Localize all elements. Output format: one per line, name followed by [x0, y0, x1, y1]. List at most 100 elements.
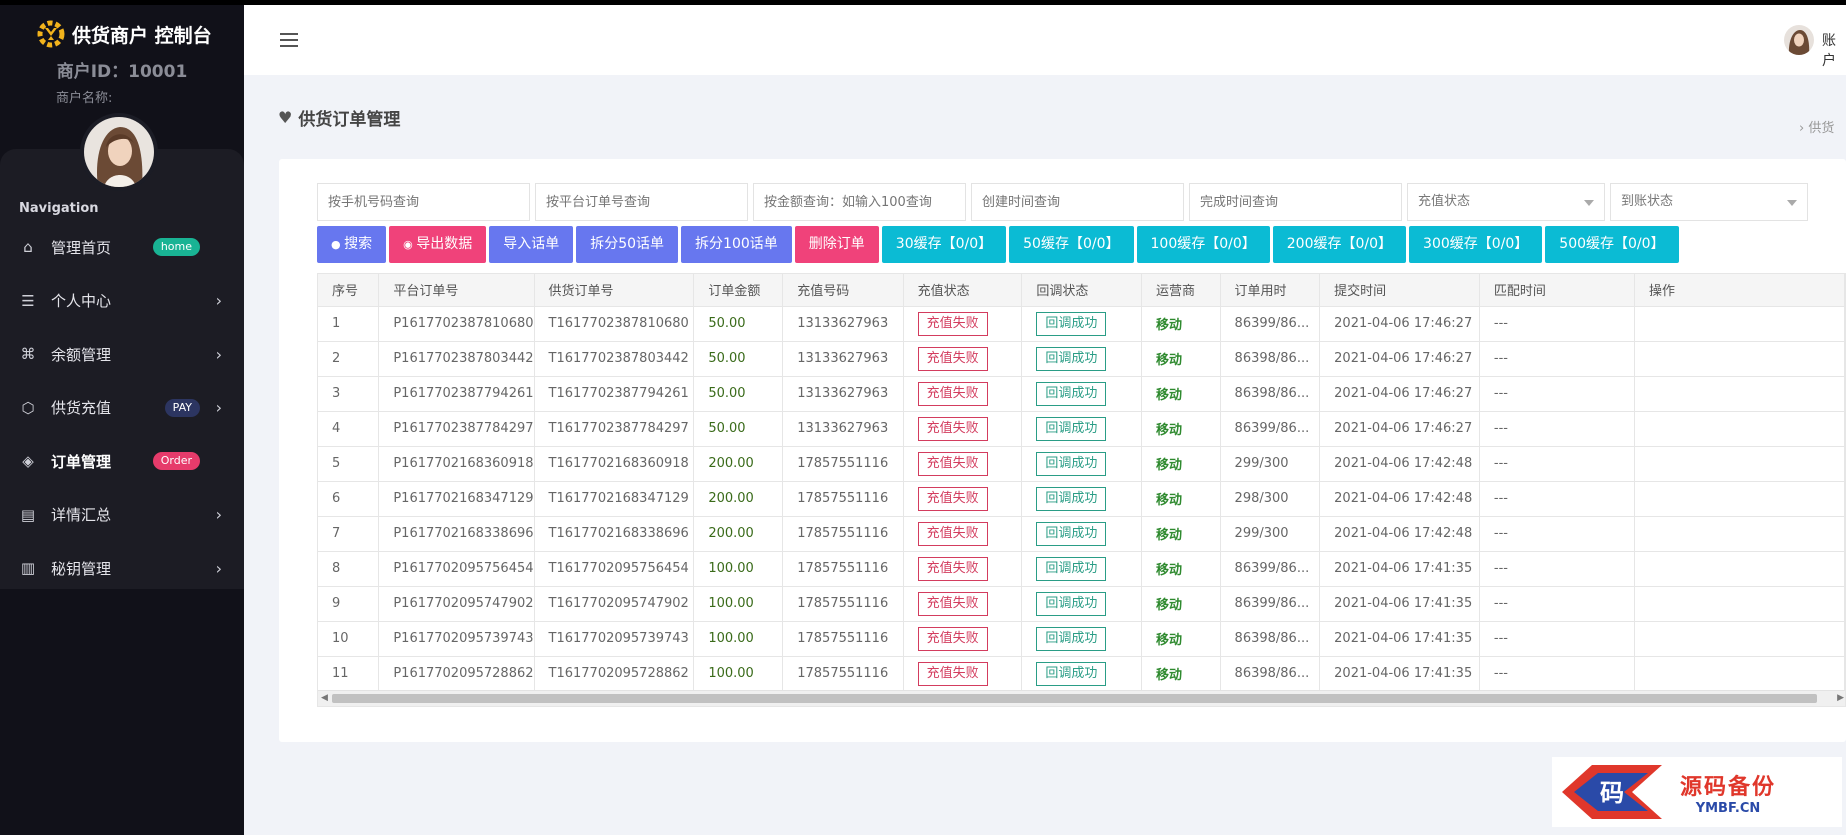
- table-cell: 11: [318, 656, 380, 692]
- scrollbar-thumb[interactable]: [332, 694, 1817, 703]
- action-button-3[interactable]: 拆分50话单: [576, 226, 679, 263]
- user-menu-label[interactable]: 账户: [1822, 33, 1836, 69]
- column-header[interactable]: 供货订单号: [534, 274, 695, 307]
- table-cell: [1634, 481, 1845, 517]
- sidebar-item-0[interactable]: ⌂ 管理首页 home: [0, 225, 244, 269]
- avatar[interactable]: [80, 113, 158, 191]
- sidebar-item-6[interactable]: ▥ 秘钥管理 ›: [0, 546, 244, 590]
- column-header[interactable]: 运营商: [1141, 274, 1221, 307]
- chevron-right-icon: ›: [215, 398, 222, 417]
- table-cell: 回调成功: [1021, 621, 1143, 657]
- scroll-left-icon[interactable]: ◀: [321, 693, 328, 703]
- callback-status-badge: 回调成功: [1036, 416, 1107, 441]
- table-cell: [1634, 446, 1845, 482]
- user-avatar[interactable]: [1784, 25, 1814, 55]
- table-row[interactable]: 3 P1617702387794261 T1617702387794261 50.00…: [318, 376, 1845, 412]
- finish-time-input[interactable]: [1189, 183, 1402, 221]
- top-edge: [0, 0, 1846, 5]
- phone-search-input[interactable]: [317, 183, 530, 221]
- table-row[interactable]: 11 P1617702095728862 T1617702095728862 100.…: [318, 656, 1845, 692]
- action-button-8[interactable]: 100缓存【0/0】: [1136, 226, 1270, 263]
- column-header[interactable]: 订单用时: [1220, 274, 1321, 307]
- arrival-status-value: 到账状态: [1621, 194, 1674, 209]
- action-button-7[interactable]: 50缓存【0/0】: [1009, 226, 1134, 263]
- amount-search-input[interactable]: [753, 183, 966, 221]
- action-button-0[interactable]: ● 搜索: [317, 226, 387, 263]
- callback-status-badge: 回调成功: [1036, 381, 1107, 406]
- sidebar-item-3[interactable]: ⬡ 供货充值 PAY ›: [0, 386, 244, 430]
- action-button-10[interactable]: 300缓存【0/0】: [1409, 226, 1543, 263]
- table-row[interactable]: 8 P1617702095756454 T1617702095756454 100.0…: [318, 551, 1845, 587]
- column-header[interactable]: 回调状态: [1021, 274, 1143, 307]
- table-row[interactable]: 1 P1617702387810680 T1617702387810680 50.00…: [318, 306, 1845, 342]
- column-header[interactable]: 订单金额: [693, 274, 784, 307]
- column-header[interactable]: 充值状态: [903, 274, 1023, 307]
- main-content: ♥ 供货订单管理 › 供货 充值状态 到账状态 ● 搜索◉ 导出数据导入话单拆分…: [244, 75, 1846, 835]
- sidebar-item-2[interactable]: ⌘ 余额管理 ›: [0, 332, 244, 376]
- table-cell: 充值失败: [903, 656, 1023, 692]
- table-cell: 13133627963: [782, 411, 904, 447]
- callback-status-badge: 回调成功: [1036, 451, 1107, 476]
- table-cell: 50.00: [693, 306, 784, 342]
- action-button-1[interactable]: ◉ 导出数据: [389, 226, 487, 263]
- column-header[interactable]: 操作: [1634, 274, 1845, 307]
- column-header[interactable]: 平台订单号: [378, 274, 535, 307]
- table-cell: 2021-04-06 17:46:27: [1319, 341, 1480, 377]
- table-cell: 移动: [1141, 411, 1221, 447]
- sidebar-item-5[interactable]: ▤ 详情汇总 ›: [0, 493, 244, 537]
- table-cell: 13133627963: [782, 376, 904, 412]
- callback-status-badge: 回调成功: [1036, 521, 1107, 546]
- action-button-label: 30缓存【0/0】: [895, 236, 993, 252]
- orders-card: 充值状态 到账状态 ● 搜索◉ 导出数据导入话单拆分50话单拆分100话单删除订…: [279, 159, 1846, 742]
- recharge-status-badge: 充值失败: [917, 521, 988, 546]
- brand[interactable]: 供货商户 控制台: [36, 17, 212, 51]
- column-header[interactable]: 充值号码: [782, 274, 904, 307]
- sidebar-item-4[interactable]: ◈ 订单管理 Order: [0, 439, 244, 483]
- table-cell: P1617702168338696: [378, 516, 535, 552]
- action-button-label: 导出数据: [416, 236, 473, 252]
- recharge-status-badge: 充值失败: [917, 346, 988, 371]
- table-row[interactable]: 9 P1617702095747902 T1617702095747902 100.0…: [318, 586, 1845, 622]
- arrival-status-select[interactable]: 到账状态: [1610, 183, 1808, 221]
- action-button-2[interactable]: 导入话单: [489, 226, 574, 263]
- table-cell: 回调成功: [1021, 376, 1143, 412]
- action-button-4[interactable]: 拆分100话单: [681, 226, 792, 263]
- action-button-9[interactable]: 200缓存【0/0】: [1272, 226, 1407, 263]
- table-cell: 回调成功: [1021, 516, 1143, 552]
- breadcrumb[interactable]: › 供货: [1799, 121, 1835, 136]
- table-cell: 200.00: [693, 446, 784, 482]
- callback-status-badge: 回调成功: [1036, 661, 1107, 686]
- table-row[interactable]: 5 P1617702168360918 T1617702168360918 200.0…: [318, 446, 1845, 482]
- table-cell: 2: [318, 341, 380, 377]
- table-cell: 17857551116: [782, 516, 904, 552]
- table-cell: 移动: [1141, 551, 1221, 587]
- table-row[interactable]: 2 P1617702387803442 T1617702387803442 50.00…: [318, 341, 1845, 377]
- recharge-status-select[interactable]: 充值状态: [1407, 183, 1605, 221]
- table-cell: 移动: [1141, 376, 1221, 412]
- action-button-11[interactable]: 500缓存【0/0】: [1545, 226, 1679, 263]
- nav-badge: Order: [152, 452, 200, 470]
- action-button-6[interactable]: 30缓存【0/0】: [881, 226, 1007, 263]
- table-cell: 2021-04-06 17:41:35: [1319, 656, 1480, 692]
- column-header[interactable]: 序号: [318, 274, 380, 307]
- column-header[interactable]: 匹配时间: [1479, 274, 1636, 307]
- scroll-right-icon[interactable]: ▶: [1837, 693, 1844, 703]
- list-icon: ☰: [21, 291, 35, 310]
- table-row[interactable]: 10 P1617702095739743 T1617702095739743 100.…: [318, 621, 1845, 657]
- platform-order-search-input[interactable]: [535, 183, 748, 221]
- horizontal-scrollbar[interactable]: ◀ ▶: [318, 690, 1845, 706]
- menu-toggle-icon[interactable]: [280, 33, 298, 47]
- table-row[interactable]: 6 P1617702168347129 T1617702168347129 200.0…: [318, 481, 1845, 517]
- table-row[interactable]: 4 P1617702387784297 T1617702387784297 50.00…: [318, 411, 1845, 447]
- column-header[interactable]: 提交时间: [1319, 274, 1480, 307]
- action-button-label: 拆分100话单: [695, 236, 778, 252]
- sidebar-item-1[interactable]: ☰ 个人中心 ›: [0, 279, 244, 323]
- table-cell: P1617702387810680: [378, 306, 535, 342]
- table-cell: 回调成功: [1021, 481, 1143, 517]
- table-cell: 100.00: [693, 621, 784, 657]
- action-button-5[interactable]: 删除订单: [794, 226, 879, 263]
- table-cell: 移动: [1141, 586, 1221, 622]
- create-time-input[interactable]: [971, 183, 1184, 221]
- table-row[interactable]: 7 P1617702168338696 T1617702168338696 200.0…: [318, 516, 1845, 552]
- sidebar-item-label: 管理首页: [51, 238, 112, 257]
